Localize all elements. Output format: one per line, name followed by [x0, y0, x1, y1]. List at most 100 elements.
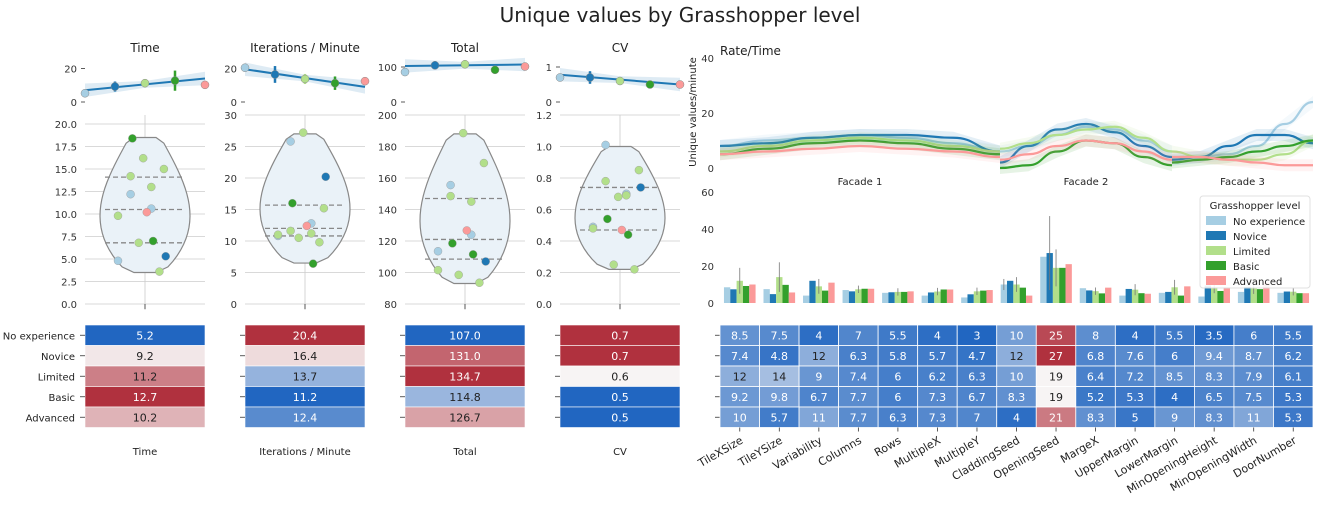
strip-point — [446, 180, 455, 190]
heat-value: 4 — [934, 329, 941, 342]
bar — [723, 287, 731, 303]
heat-value: 8.7 — [1245, 350, 1263, 363]
strip-point — [468, 250, 478, 259]
bar — [803, 295, 810, 303]
bar — [1237, 291, 1245, 303]
violin-ytick-label: 0.4 — [536, 237, 552, 248]
bar — [1138, 293, 1145, 303]
bar — [1000, 284, 1008, 303]
heat-value: 14 — [772, 370, 786, 383]
heat-value: 10 — [1010, 370, 1024, 383]
ratetime-ytick-label: 0 — [708, 164, 714, 175]
heat-value: 9.8 — [771, 391, 789, 404]
facade-label: Facade 2 — [1064, 177, 1109, 188]
violin-ytick-label: 5 — [231, 269, 237, 280]
violin-ytick-label: 1.0 — [536, 143, 552, 154]
heatmap-value: 0.5 — [611, 391, 629, 404]
facade-label: Facade 1 — [838, 177, 883, 188]
violin-ytick-label: 17.5 — [55, 143, 77, 154]
heat-value: 5.8 — [889, 350, 907, 363]
strip-point — [288, 198, 297, 208]
heat-value: 5.7 — [929, 350, 947, 363]
heat-value: 6 — [894, 370, 901, 383]
legend-title: Grasshopper level — [1210, 201, 1301, 212]
heat-value: 4 — [1013, 411, 1020, 424]
bar — [1217, 290, 1224, 303]
point-novice — [110, 82, 120, 91]
panels: Time0200.02.55.07.510.012.515.017.520.05… — [3, 41, 1314, 496]
heat-value: 10 — [1010, 329, 1024, 342]
heat-value: 5 — [1132, 411, 1139, 424]
strip-point — [302, 221, 311, 231]
point-basic — [490, 65, 500, 75]
legend-swatch — [1206, 276, 1226, 285]
heat-value: 6.2 — [929, 370, 947, 383]
figure-title: Unique values by Grasshopper level — [500, 3, 861, 27]
panel-iter: Iterations / Minute 0 20 0 5 10 15 20 25 30 20.4 16… — [224, 41, 370, 458]
ratetime-band — [720, 140, 1000, 163]
heat-value: 7.7 — [850, 411, 868, 424]
strip-point — [128, 134, 137, 143]
strip-point — [623, 230, 633, 239]
point-no-experience — [555, 73, 565, 82]
strip-point — [630, 265, 639, 274]
legend-box — [1199, 195, 1311, 289]
panel-title: CV — [612, 41, 629, 55]
heat-value: 19 — [1049, 370, 1063, 383]
bar — [1040, 256, 1047, 303]
bar — [967, 294, 974, 303]
bar — [1098, 293, 1106, 303]
heat-value: 8.5 — [1166, 370, 1184, 383]
heat-value: 4 — [815, 329, 822, 342]
heat-value: 9 — [1171, 411, 1178, 424]
heat-value: 7.9 — [1245, 370, 1263, 383]
point-limited — [460, 60, 470, 69]
violin-ytick-label: 160 — [378, 174, 397, 185]
bar — [1177, 295, 1185, 303]
heatmap-value: 13.7 — [293, 370, 318, 383]
bar — [1019, 287, 1026, 303]
bar — [1131, 289, 1139, 303]
heat-value: 25 — [1049, 329, 1063, 342]
panel-xlabel: Total — [452, 447, 476, 458]
violin-ytick-label: 10.0 — [55, 210, 77, 221]
bar — [882, 292, 889, 303]
strip-point — [319, 204, 329, 213]
strip-point — [614, 192, 623, 202]
heat-value: 11 — [812, 411, 826, 424]
point-no-experience — [240, 63, 250, 72]
strip-point — [113, 256, 123, 265]
point-limited — [615, 76, 625, 86]
legend-label: No experience — [1233, 217, 1305, 228]
heat-value: 4 — [1171, 391, 1178, 404]
violin-ytick-label: 0.0 — [61, 300, 77, 311]
strip-point — [307, 229, 316, 238]
heat-value: 6.1 — [1284, 370, 1302, 383]
heatmap-value: 11.2 — [133, 370, 158, 383]
top-ytick-label: 20 — [224, 64, 237, 75]
violin-ytick-label: 100 — [378, 269, 397, 280]
heat-value: 8.5 — [731, 329, 749, 342]
ratetime-ytick-label: 40 — [701, 54, 714, 65]
legend-label: Basic — [1233, 262, 1259, 273]
point-basic — [645, 80, 655, 89]
heatmap-row-label: Limited — [38, 372, 75, 383]
violin-ytick-label: 7.5 — [61, 233, 77, 244]
heatmap-value: 114.8 — [449, 391, 481, 404]
panel-cv: CV 0 1 0.0 0.2 0.4 0.6 0.8 1.0 1.2 0.7 0.7 0.6 0.5 0.5… — [536, 41, 685, 458]
strip-point — [636, 183, 645, 192]
violin-ytick-label: 120 — [378, 237, 397, 248]
heat-value: 7.6 — [1126, 350, 1144, 363]
heatmap-value: 0.7 — [611, 329, 629, 342]
heatmap-value: 131.0 — [449, 350, 481, 363]
bar — [861, 288, 868, 303]
heat-value: 21 — [1049, 411, 1063, 424]
bar — [848, 291, 856, 303]
strip-point — [433, 265, 443, 275]
point-novice — [430, 61, 440, 70]
heatmap-value: 5.2 — [136, 329, 154, 342]
point-no-experience — [400, 67, 410, 77]
bar — [1296, 293, 1303, 303]
heat-column-label: TileXSize — [695, 434, 745, 471]
